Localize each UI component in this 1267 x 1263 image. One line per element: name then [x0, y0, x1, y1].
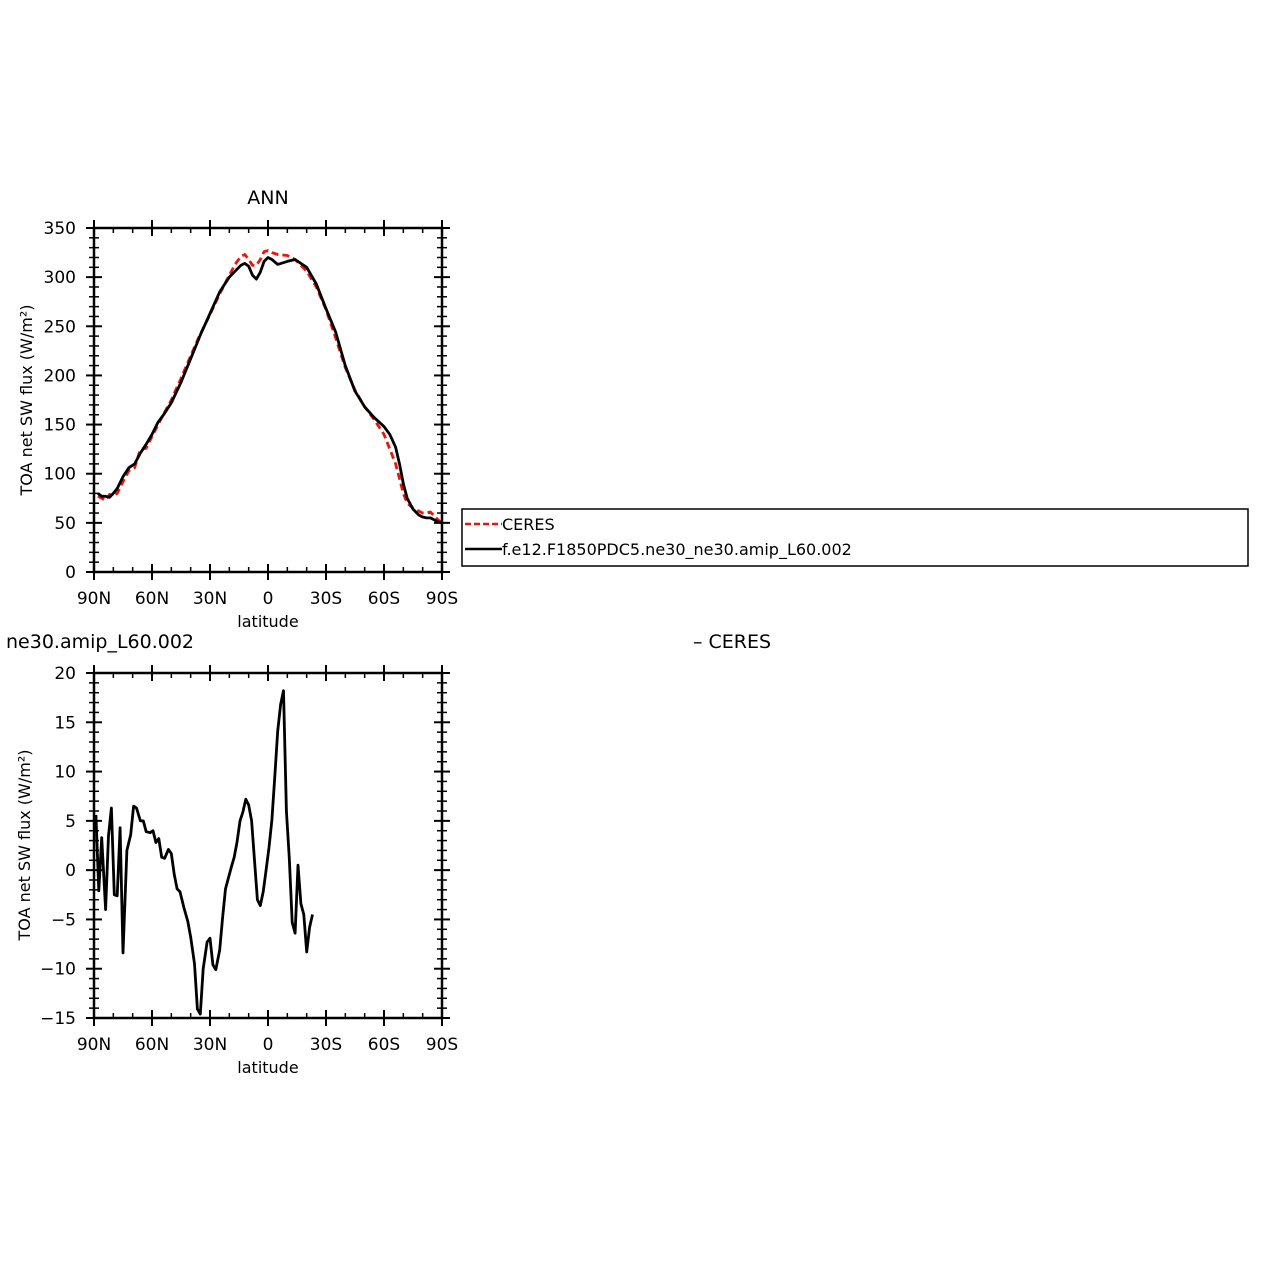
y-tick-label: 0 [65, 861, 76, 881]
series-line-model [97, 256, 443, 525]
x-tick-label: 0 [263, 589, 274, 609]
panel2-plot-frame [92, 671, 444, 1020]
panel2-title-right: – CERES [693, 631, 771, 653]
x-tick-label: 90S [426, 589, 458, 609]
series-line-ceres [97, 249, 443, 525]
panel2-x-axis-title: latitude [237, 1058, 298, 1077]
y-tick-label: 0 [65, 563, 76, 583]
x-tick-label: 90N [77, 589, 111, 609]
y-tick-label: 350 [44, 219, 76, 239]
y-tick-label: 50 [54, 514, 76, 534]
x-tick-label: 30N [193, 1035, 227, 1055]
panel2-y-axis-title: TOA net SW flux (W/m²) [15, 750, 34, 942]
annual-mean-panel: ANN TOA net SW flux (W/m²) latitude 90N 6… [17, 187, 458, 631]
panel1-tick-labels: 90N 60N 30N 0 30S 60S 90S 0 50 100 150 200 250 300 350 [44, 219, 459, 609]
y-tick-label: −10 [40, 960, 76, 980]
legend-label-ceres: CERES [502, 515, 555, 534]
y-tick-label: 200 [44, 366, 76, 386]
panel1-title: ANN [247, 187, 288, 209]
panel1-x-axis-title: latitude [237, 612, 298, 631]
x-tick-label: 30N [193, 589, 227, 609]
panel1-ticks [86, 220, 450, 580]
panel2-tick-labels: 90N 60N 30N 0 30S 60S 90S −15 −10 −5 0 5 10 15 20 [40, 664, 458, 1055]
x-tick-label: 90N [77, 1035, 111, 1055]
y-tick-label: 300 [44, 268, 76, 288]
legend: CERES f.e12.F1850PDC5.ne30_ne30.amip_L60… [461, 508, 1249, 567]
panel1-y-axis-title: TOA net SW flux (W/m²) [17, 305, 36, 497]
x-tick-label: 60S [368, 589, 400, 609]
series-line-difference [94, 689, 314, 1016]
y-tick-label: 150 [44, 416, 76, 436]
x-tick-label: 30S [310, 1035, 342, 1055]
x-tick-label: 30S [310, 589, 342, 609]
y-tick-label: −15 [40, 1009, 76, 1029]
legend-box [461, 508, 1249, 567]
y-tick-label: 15 [54, 713, 76, 733]
panel1-series-lines [97, 249, 443, 525]
x-tick-label: 0 [263, 1035, 274, 1055]
x-tick-label: 90S [426, 1035, 458, 1055]
difference-panel: ne30.amip_L60.002 – CERES TOA net SW flu… [6, 631, 771, 1077]
x-tick-label: 60N [135, 1035, 169, 1055]
legend-label-model: f.e12.F1850PDC5.ne30_ne30.amip_L60.002 [502, 540, 852, 560]
panel2-title: ne30.amip_L60.002 [6, 631, 194, 653]
y-tick-label: −5 [51, 910, 76, 930]
y-tick-label: 10 [54, 763, 76, 783]
y-tick-label: 20 [54, 664, 76, 684]
y-tick-label: 100 [44, 465, 76, 485]
panel1-plot-frame [92, 226, 444, 574]
x-tick-label: 60S [368, 1035, 400, 1055]
x-tick-label: 60N [135, 589, 169, 609]
y-tick-label: 5 [65, 812, 76, 832]
y-tick-label: 250 [44, 317, 76, 337]
panel2-series-lines [94, 689, 314, 1016]
